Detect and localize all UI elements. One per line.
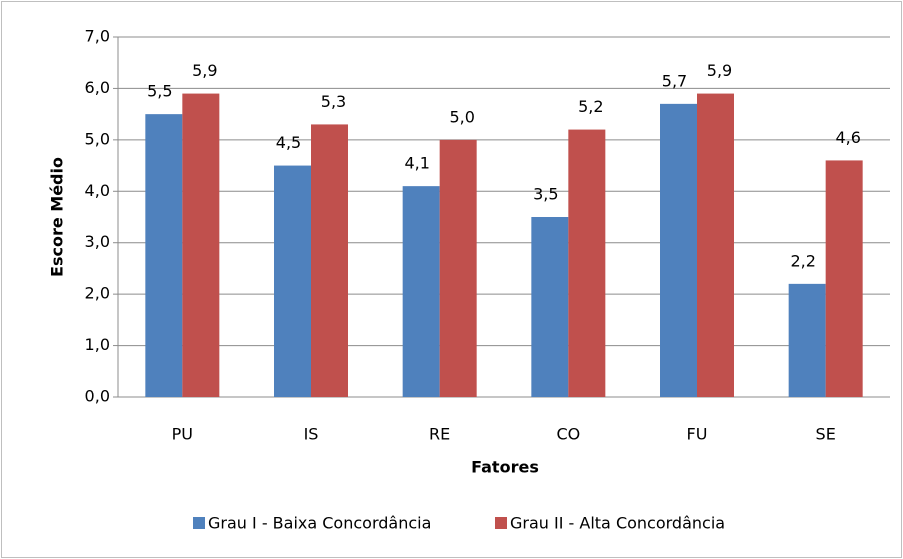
bar [788,283,826,397]
value-label: 5,3 [321,92,346,111]
x-tick-label: PU [172,425,193,444]
legend-swatch [495,517,507,529]
bar [697,93,734,398]
value-label: 5,7 [662,71,687,90]
x-axis-label: Fatores [471,458,539,477]
bar [825,160,863,397]
legend-swatch [193,517,205,529]
y-tick-label: 2,0 [85,284,110,303]
y-tick-label: 4,0 [85,181,110,200]
bar [274,165,311,397]
value-label: 4,5 [276,133,301,152]
value-label: 5,0 [449,107,474,126]
legend-label: Grau I - Baixa Concordância [208,514,431,533]
bar [145,114,183,398]
value-label: 3,5 [533,185,558,204]
bar [182,93,220,398]
bar [568,129,606,398]
y-tick-label: 1,0 [85,335,110,354]
value-label: 5,9 [707,61,732,80]
x-tick-label: IS [304,425,319,444]
y-axis-label: Escore Médio [48,157,67,277]
legend-label: Grau II - Alta Concordância [510,514,725,533]
value-label: 5,9 [192,61,217,80]
bar [402,186,440,397]
x-tick-label: SE [816,425,836,444]
value-label: 5,5 [147,82,172,101]
y-tick-label: 5,0 [85,129,110,148]
bar [311,124,348,397]
bar [439,139,477,397]
x-tick-label: RE [429,425,450,444]
bar [531,217,569,397]
x-tick-label: CO [556,425,580,444]
y-tick-label: 0,0 [85,387,110,406]
y-tick-label: 3,0 [85,232,110,251]
x-tick-label: FU [687,425,708,444]
value-label: 4,6 [835,128,860,147]
y-tick-label: 7,0 [85,27,110,46]
value-label: 4,1 [404,154,429,173]
value-label: 5,2 [578,97,603,116]
value-label: 2,2 [790,251,815,270]
y-tick-label: 6,0 [85,78,110,97]
bar [660,103,697,397]
